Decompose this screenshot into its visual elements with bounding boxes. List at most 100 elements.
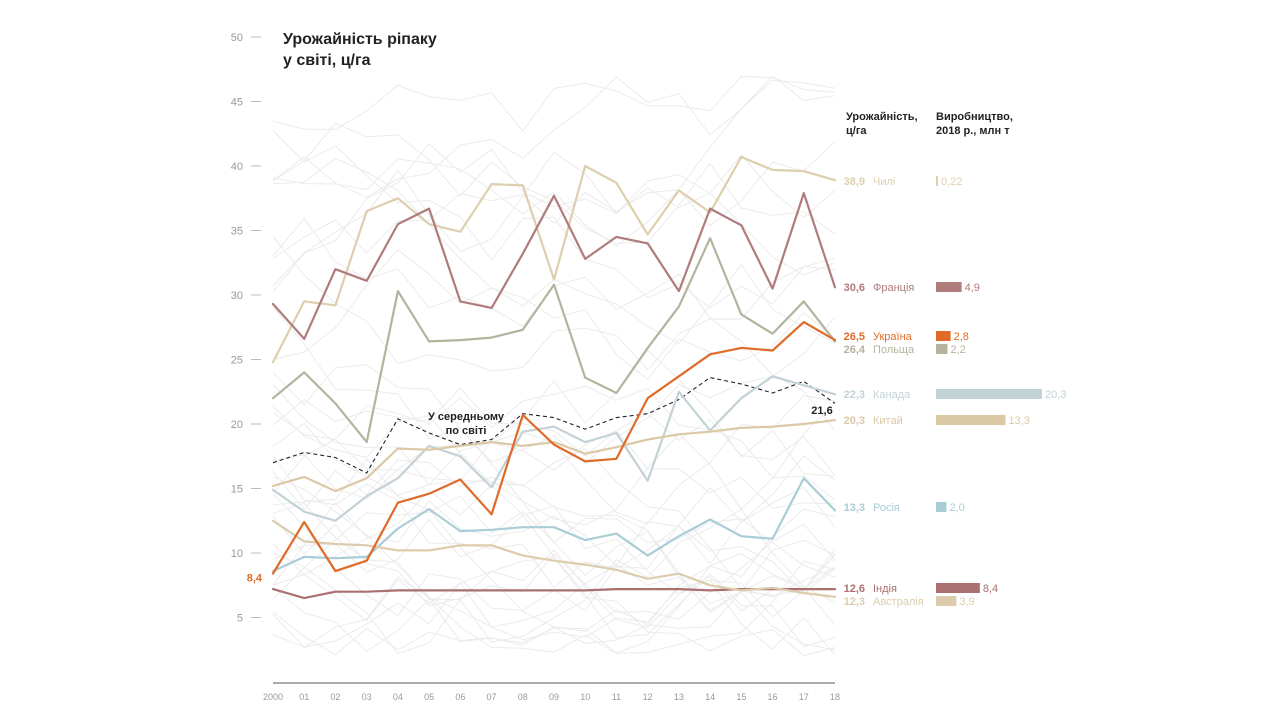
production-bar [936,596,957,606]
production-bar [936,176,938,186]
production-column-header-line-1: Виробництво, [936,111,1013,123]
background-country-line [272,385,836,500]
yield-value-label: 20,3 [844,415,865,427]
production-value-label: 4,9 [965,282,980,294]
x-tick-label: 11 [612,692,621,702]
background-country-line [272,515,836,620]
x-tick-label: 16 [768,692,778,702]
country-name-label: Чилі [873,176,895,188]
production-value-label: 8,4 [983,583,998,595]
country-name-label: Росія [873,502,900,514]
x-tick-label: 01 [299,692,309,702]
production-bar [936,331,951,341]
yield-value-label: 38,9 [844,176,865,188]
production-value-label: 20,3 [1045,389,1066,401]
background-country-line [272,384,836,509]
y-tick-label: 35 [231,226,243,238]
x-tick-label: 12 [643,692,653,702]
series-line-Польща [271,237,837,444]
world-average-label-line-1: У середньому [428,411,505,423]
series-line-Канада [271,375,837,522]
series-line-Франція [271,192,837,340]
chart-title: Урожайність ріпаку у світі, ц/га [283,29,437,71]
background-country-line [272,151,836,287]
chart-title-line-2: у світі, ц/га [283,52,371,69]
y-tick-label: 30 [231,290,243,302]
y-tick-label: 10 [231,548,243,560]
background-country-line [272,130,836,309]
background-country-line [272,499,836,594]
background-country-line [272,217,836,432]
country-name-label: Україна [873,331,913,343]
background-country-line [272,75,836,132]
series-line-Індія [271,587,837,600]
background-country-line [272,349,836,482]
production-value-label: 2,8 [954,331,969,343]
production-value-label: 2,2 [950,344,965,356]
production-value-label: 3,9 [959,596,974,608]
yield-column-header-line-1: Урожайність, [846,111,918,123]
y-tick-label: 40 [231,161,243,173]
country-name-label: Франція [873,282,914,294]
yield-value-label: 30,6 [844,282,865,294]
x-tick-label: 07 [487,692,497,702]
background-country-line [272,422,836,578]
production-value-label: 2,0 [949,502,964,514]
y-tick-label: 25 [231,355,243,367]
background-country-line [272,508,836,654]
production-value-label: 0,22 [941,176,962,188]
x-tick-label: 2000 [263,692,283,702]
y-tick-label: 45 [231,97,243,109]
x-tick-label: 02 [330,692,340,702]
background-country-line [272,122,836,244]
x-tick-label: 05 [424,692,434,702]
ukraine-start-label: 8,4 [247,573,263,585]
background-country-line [272,552,836,656]
country-name-label: Польща [873,344,915,356]
x-tick-label: 15 [736,692,746,702]
production-column-header-line-2: 2018 р., млн т [936,125,1010,137]
production-bar [936,282,962,292]
x-tick-label: 08 [518,692,528,702]
series-line-Росія [271,477,837,573]
yield-column-header: Урожайність, ц/га [846,110,918,138]
x-tick-label: 10 [580,692,590,702]
y-tick-label: 20 [231,419,243,431]
country-name-label: Австралія [873,596,924,608]
x-tick-label: 09 [549,692,559,702]
series-line-Китай [271,419,837,493]
background-country-line [272,387,836,476]
world-average-end-label: 21,6 [811,405,832,417]
x-tick-label: 04 [393,692,403,702]
yield-value-label: 13,3 [844,502,865,514]
world-average-line [272,377,836,474]
background-country-line [272,476,836,655]
background-country-line [272,235,836,372]
country-name-label: Китай [873,415,903,427]
production-bar [936,583,980,593]
yield-value-label: 12,3 [844,596,865,608]
yield-value-label: 12,6 [844,583,865,595]
x-tick-label: 06 [455,692,465,702]
yield-value-label: 26,5 [844,331,865,343]
y-tick-label: 50 [231,32,243,44]
background-country-line [272,157,836,381]
background-country-line [272,484,836,648]
background-country-line [272,549,836,656]
x-tick-label: 17 [799,692,809,702]
x-tick-label: 03 [362,692,372,702]
background-country-line [272,316,836,465]
background-country-line [272,141,836,259]
series-line-Австралія [271,519,837,599]
production-bar [936,502,947,512]
yield-value-label: 26,4 [844,344,866,356]
chart-title-line-1: Урожайність ріпаку [283,31,437,48]
x-tick-label: 14 [705,692,715,702]
yield-value-label: 22,3 [844,389,865,401]
x-tick-label: 18 [830,692,840,702]
production-bar [936,344,948,354]
x-tick-label: 13 [674,692,684,702]
production-bar [936,389,1042,399]
y-tick-label: 15 [231,484,243,496]
background-country-line [272,554,836,648]
